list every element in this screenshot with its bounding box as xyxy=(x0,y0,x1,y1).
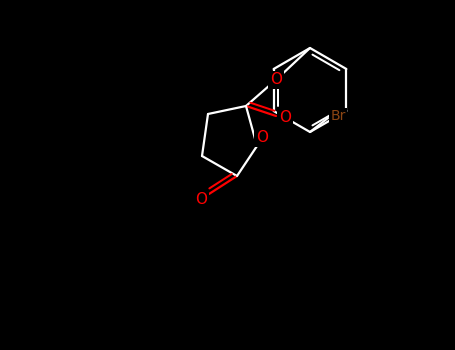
Text: O: O xyxy=(270,72,282,88)
Text: O: O xyxy=(256,131,268,146)
Text: O: O xyxy=(279,111,291,126)
Text: O: O xyxy=(195,193,207,208)
Text: Br: Br xyxy=(330,109,346,123)
